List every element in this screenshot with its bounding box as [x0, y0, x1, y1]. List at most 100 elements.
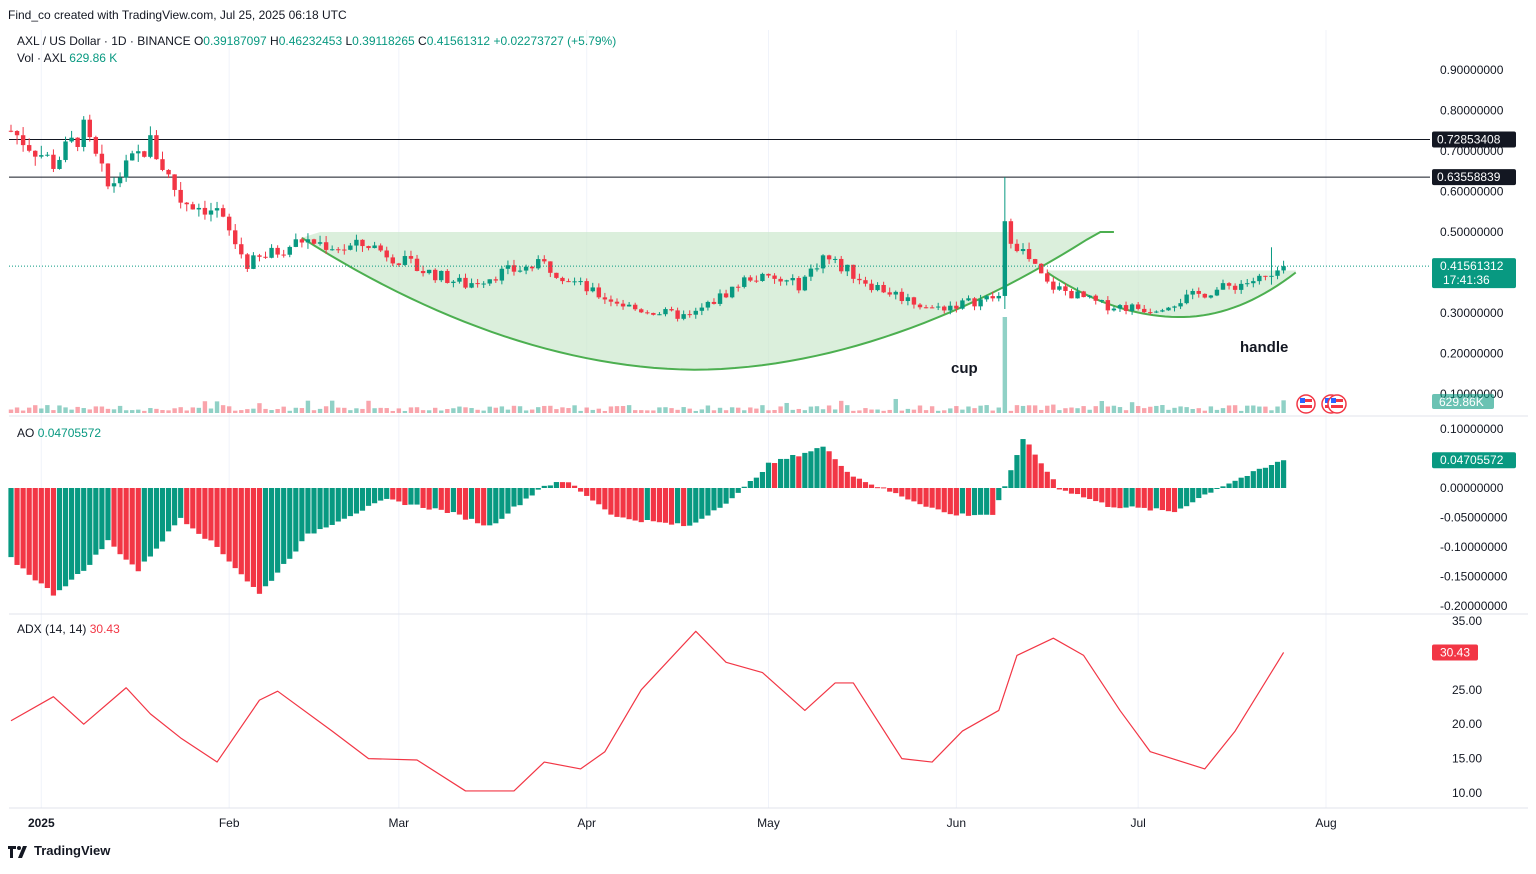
ao-bar: [1105, 488, 1111, 507]
ao-bar: [281, 488, 287, 564]
ao-bar: [365, 488, 372, 506]
volume-bar: [693, 410, 698, 413]
candle-body: [1281, 266, 1286, 271]
volume-bar: [93, 406, 99, 413]
ao-bar: [602, 488, 608, 510]
volume-bar: [275, 409, 280, 413]
candle-body: [778, 278, 783, 282]
candle-body: [596, 287, 602, 298]
handle-annotation: handle: [1240, 339, 1288, 356]
ao-bar: [608, 488, 614, 515]
candle-body: [39, 155, 44, 157]
volume-bar: [123, 410, 129, 413]
ao-bar: [771, 463, 778, 488]
volume-bar: [729, 407, 735, 413]
volume-bar: [1238, 410, 1244, 413]
candle-body: [457, 277, 462, 282]
ao-bar: [1281, 460, 1287, 488]
volume-bar: [208, 408, 214, 413]
price-tick-label: 0.80000000: [1440, 104, 1504, 118]
candle-body: [372, 245, 377, 249]
candle-body: [802, 276, 808, 291]
volume-bar: [742, 410, 747, 413]
candle-body: [1032, 259, 1038, 264]
price-tick-label: 0.70000000: [1440, 144, 1504, 158]
ao-bar: [1147, 488, 1153, 511]
volume-bar: [1057, 410, 1062, 413]
volume-bar: [75, 406, 80, 413]
ao-bar: [214, 488, 220, 547]
ao-bar: [1014, 455, 1020, 488]
volume-label: Vol · AXL: [17, 51, 66, 65]
volume-bar: [493, 407, 498, 413]
candle-body: [1232, 285, 1238, 290]
candle-body: [548, 261, 553, 273]
ao-tick-label: -0.10000000: [1440, 540, 1508, 554]
volume-bar: [178, 407, 183, 413]
us-event-flag-canton: [1331, 398, 1336, 403]
ao-bar: [1196, 488, 1202, 499]
candle-body: [693, 310, 698, 315]
ao-bar: [275, 488, 281, 573]
volume-bar: [245, 409, 250, 413]
candle-body: [923, 307, 929, 309]
volume-bar: [396, 408, 402, 413]
volume-bar: [475, 409, 480, 413]
symbol-title[interactable]: AXL / US Dollar · 1D · BINANCE: [17, 34, 191, 48]
adx-tick-label: 20.00: [1452, 717, 1482, 731]
volume-bar: [190, 407, 195, 413]
price-tick-label: 0.50000000: [1440, 225, 1504, 239]
volume-bar: [511, 405, 517, 413]
candle-body: [1045, 273, 1050, 282]
ao-bar: [881, 487, 887, 489]
ao-bar: [759, 471, 766, 488]
ao-bar: [1032, 454, 1038, 488]
volume-bar: [560, 407, 565, 413]
ao-bar: [1129, 488, 1135, 507]
ao-bar: [729, 488, 735, 499]
candle-body: [820, 255, 826, 269]
candle-body: [14, 130, 20, 136]
volume-bar: [317, 408, 323, 413]
candle-body: [542, 259, 547, 262]
time-tick-label: Aug: [1315, 816, 1336, 830]
ao-bar: [190, 488, 196, 529]
volume-bar: [978, 405, 983, 413]
ao-bar: [565, 482, 572, 488]
volume-bar: [281, 406, 286, 413]
ao-bar: [184, 488, 190, 525]
us-event-flag-icon: [1296, 394, 1316, 414]
ao-label[interactable]: AO: [17, 426, 35, 440]
ao-bar: [1232, 480, 1238, 488]
ao-bar: [99, 488, 105, 550]
ao-bar: [1177, 488, 1184, 509]
high-value: 0.46232453: [278, 34, 343, 48]
candle-body: [360, 239, 365, 247]
volume-bar: [1226, 405, 1232, 413]
ao-bar: [911, 488, 917, 502]
volume-bar: [808, 406, 814, 413]
ao-bar: [384, 488, 390, 499]
volume-bar: [942, 410, 947, 413]
volume-bar: [142, 410, 147, 413]
volume-bar: [69, 409, 74, 413]
volume-bar: [1281, 400, 1286, 413]
volume-bar: [948, 408, 953, 413]
candle-body: [1020, 249, 1026, 252]
candle-body: [214, 208, 220, 211]
volume-bar: [136, 409, 141, 413]
adx-label[interactable]: ADX (14, 14): [17, 622, 87, 636]
candle-body: [1251, 281, 1256, 284]
volume-bar: [832, 409, 838, 413]
ao-bar: [293, 488, 299, 552]
last-price-label: 0.41561312: [1440, 259, 1504, 273]
ao-bar: [378, 488, 384, 501]
candle-body: [336, 249, 341, 251]
volume-bar: [863, 408, 868, 413]
volume-bar: [251, 408, 256, 413]
ao-bar: [705, 488, 711, 516]
ao-bar: [475, 488, 481, 524]
volume-bar: [8, 409, 14, 413]
